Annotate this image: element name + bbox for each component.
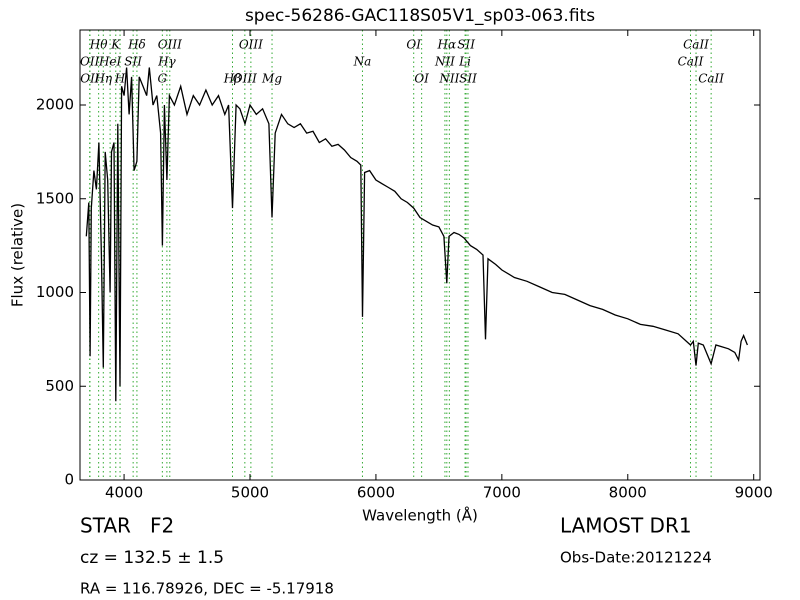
spectral-line-label: HeI xyxy=(98,55,122,69)
x-tick-label: 9000 xyxy=(735,484,773,502)
survey-label: LAMOST DR1 xyxy=(560,514,692,538)
x-tick-label: 8000 xyxy=(609,484,647,502)
spectral-line-label: CaII xyxy=(683,38,709,52)
spectral-line-label: K xyxy=(110,38,121,52)
spectral-line-label: OI xyxy=(406,38,421,52)
spectral-line-label: Mg xyxy=(261,72,282,86)
x-tick-label: 7000 xyxy=(483,484,521,502)
y-tick-label: 1000 xyxy=(36,283,74,301)
spectral-line-label: NII xyxy=(438,72,459,86)
spectral-line-label: OIII xyxy=(233,72,257,86)
spectral-line-label: Hα xyxy=(437,38,457,52)
spectral-line-label: Hη xyxy=(93,72,112,86)
spectral-line-label: Hδ xyxy=(127,38,146,52)
spectral-line-label: CaII xyxy=(678,55,704,69)
coords-label: RA = 116.78926, DEC = -5.17918 xyxy=(80,580,334,598)
spectral-line-label: OIII xyxy=(158,38,182,52)
spectral-line-label: Hθ xyxy=(89,38,108,52)
spectral-line-label: SII xyxy=(459,72,477,86)
spectral-line-label: Hγ xyxy=(157,55,176,69)
spectral-line-label: OI xyxy=(414,72,429,86)
spectral-line-label: Hβ xyxy=(223,72,241,86)
spectral-line-label: Li xyxy=(458,55,471,69)
spectral-line-label: CaII xyxy=(698,72,724,86)
spectral-line-label: G xyxy=(158,72,168,86)
spectral-line-label: H xyxy=(114,72,126,86)
spectral-line-label: OII xyxy=(80,72,100,86)
plot-frame xyxy=(79,29,761,481)
y-tick-label: 1500 xyxy=(36,189,74,207)
y-tick-label: 500 xyxy=(45,377,74,395)
chart-title: spec-56286-GAC118S05V1_sp03-063.fits xyxy=(245,6,595,26)
spectral-line-label: SII xyxy=(457,38,475,52)
y-tick-label: 2000 xyxy=(36,96,74,114)
cz-label: cz = 132.5 ± 1.5 xyxy=(80,548,224,568)
spectral-line-label: Na xyxy=(353,55,372,69)
spectral-line-label: NII xyxy=(434,55,455,69)
y-axis-label: Flux (relative) xyxy=(9,203,27,307)
date-label: Obs-Date:20121224 xyxy=(560,549,712,567)
spectral-line-label: OIII xyxy=(239,38,263,52)
x-tick-label: 6000 xyxy=(357,484,395,502)
x-axis-label: Wavelength (Å) xyxy=(362,506,478,525)
spectral-line-label: SII xyxy=(124,55,142,69)
y-tick-label: 0 xyxy=(64,471,74,489)
class-label: STAR F2 xyxy=(80,514,174,538)
spectrum-line xyxy=(85,67,749,402)
x-tick-label: 4000 xyxy=(105,484,143,502)
x-tick-label: 5000 xyxy=(231,484,269,502)
